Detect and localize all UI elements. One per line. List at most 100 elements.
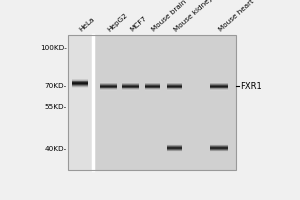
- Bar: [210, 88, 228, 89]
- Bar: [122, 90, 139, 91]
- Bar: [167, 147, 182, 148]
- Bar: [167, 90, 182, 91]
- Bar: [72, 81, 88, 82]
- Bar: [210, 149, 228, 150]
- Bar: [210, 87, 228, 88]
- Bar: [145, 87, 160, 88]
- Text: HepG2: HepG2: [107, 12, 129, 33]
- Bar: [122, 83, 139, 84]
- Bar: [210, 150, 228, 151]
- Bar: [122, 82, 139, 83]
- Bar: [145, 82, 160, 83]
- Bar: [122, 82, 139, 83]
- Bar: [210, 84, 228, 85]
- Bar: [210, 85, 228, 86]
- Bar: [167, 88, 182, 89]
- Bar: [167, 144, 182, 145]
- Bar: [122, 87, 139, 88]
- Bar: [210, 89, 228, 90]
- Bar: [68, 35, 236, 170]
- Bar: [72, 87, 88, 88]
- Bar: [210, 85, 228, 86]
- Bar: [100, 84, 117, 85]
- Text: FXR1: FXR1: [240, 82, 262, 91]
- Bar: [145, 88, 160, 89]
- Bar: [122, 86, 139, 87]
- Bar: [167, 83, 182, 84]
- Bar: [167, 145, 182, 146]
- Bar: [72, 80, 88, 81]
- Bar: [145, 84, 160, 85]
- Bar: [167, 87, 182, 88]
- Bar: [122, 85, 139, 86]
- Text: 55KD-: 55KD-: [44, 104, 67, 110]
- Bar: [210, 83, 228, 84]
- Bar: [210, 90, 228, 91]
- Bar: [145, 82, 160, 83]
- Bar: [100, 90, 117, 91]
- Bar: [167, 82, 182, 83]
- Bar: [145, 89, 160, 90]
- Bar: [167, 150, 182, 151]
- Bar: [210, 82, 228, 83]
- Bar: [210, 148, 228, 149]
- Bar: [72, 86, 88, 87]
- Bar: [122, 89, 139, 90]
- Bar: [72, 80, 88, 81]
- Bar: [167, 84, 182, 85]
- Text: Mouse kidney: Mouse kidney: [173, 0, 214, 33]
- Bar: [210, 87, 228, 88]
- Bar: [210, 150, 228, 151]
- Bar: [167, 89, 182, 90]
- Bar: [122, 85, 139, 86]
- Bar: [72, 84, 88, 85]
- Bar: [72, 82, 88, 83]
- Bar: [145, 85, 160, 86]
- Bar: [100, 82, 117, 83]
- Bar: [93, 35, 236, 170]
- Bar: [72, 85, 88, 86]
- Bar: [100, 87, 117, 88]
- Bar: [145, 83, 160, 84]
- Text: 40KD-: 40KD-: [44, 146, 67, 152]
- Bar: [167, 147, 182, 148]
- Bar: [145, 85, 160, 86]
- Bar: [167, 148, 182, 149]
- Bar: [210, 144, 228, 145]
- Bar: [210, 145, 228, 146]
- Bar: [122, 84, 139, 85]
- Bar: [210, 86, 228, 87]
- Bar: [167, 146, 182, 147]
- Bar: [68, 35, 93, 170]
- Bar: [167, 86, 182, 87]
- Bar: [167, 85, 182, 86]
- Text: 100KD-: 100KD-: [40, 45, 67, 51]
- Bar: [100, 85, 117, 86]
- Bar: [210, 144, 228, 145]
- Bar: [122, 87, 139, 88]
- Text: Mouse brain: Mouse brain: [151, 0, 188, 33]
- Bar: [72, 79, 88, 80]
- Text: Mouse heart: Mouse heart: [217, 0, 255, 33]
- Bar: [72, 85, 88, 86]
- Bar: [210, 147, 228, 148]
- Bar: [145, 87, 160, 88]
- Bar: [167, 149, 182, 150]
- Bar: [100, 87, 117, 88]
- Bar: [122, 88, 139, 89]
- Bar: [145, 86, 160, 87]
- Bar: [210, 151, 228, 152]
- Text: 70KD-: 70KD-: [44, 83, 67, 89]
- Bar: [210, 147, 228, 148]
- Text: HeLa: HeLa: [78, 16, 96, 33]
- Bar: [100, 83, 117, 84]
- Bar: [100, 89, 117, 90]
- Bar: [210, 82, 228, 83]
- Bar: [167, 85, 182, 86]
- Bar: [100, 88, 117, 89]
- Text: MCF7: MCF7: [129, 15, 148, 33]
- Bar: [167, 87, 182, 88]
- Bar: [72, 83, 88, 84]
- Bar: [145, 90, 160, 91]
- Bar: [100, 82, 117, 83]
